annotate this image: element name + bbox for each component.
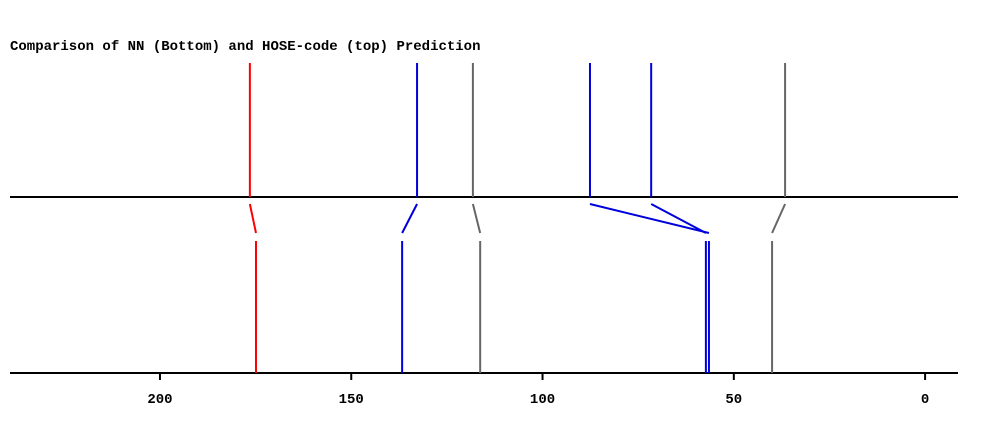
peak-connector xyxy=(471,203,482,234)
peak-connector xyxy=(650,203,707,234)
chart-title: Comparison of NN (Bottom) and HOSE-code … xyxy=(10,39,480,55)
x-tick-label: 0 xyxy=(921,392,929,408)
x-tick-label: 50 xyxy=(725,392,742,408)
peak-connector xyxy=(248,203,257,234)
x-tick-label: 200 xyxy=(147,392,172,408)
x-tick-label: 150 xyxy=(339,392,364,408)
peak-connector xyxy=(589,203,710,234)
peak-connector xyxy=(771,203,786,234)
x-tick-label: 100 xyxy=(530,392,555,408)
peak-connector xyxy=(401,203,418,234)
